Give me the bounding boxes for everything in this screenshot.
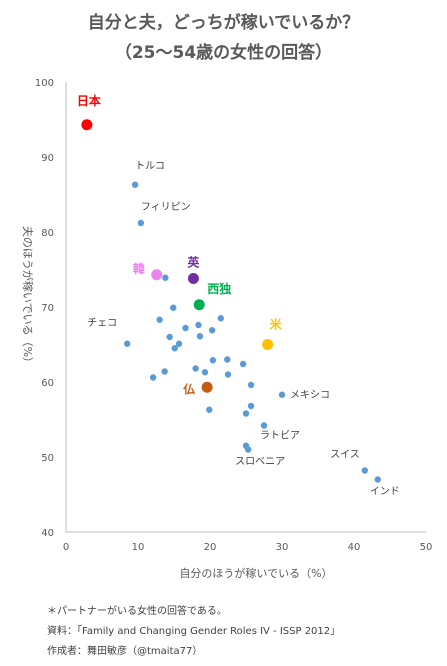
point-仏 [201, 381, 213, 393]
point-label: 仏 [183, 382, 195, 396]
y-tick-label: 50 [41, 453, 54, 464]
data-point [209, 357, 217, 364]
x-axis-title: 自分のほうが稼いでいる（%） [179, 566, 332, 580]
y-tick-label: 80 [41, 228, 54, 239]
y-tick-label: 60 [41, 378, 54, 389]
point-インド [374, 476, 381, 483]
x-tick-label: 10 [132, 542, 145, 553]
data-point [166, 333, 173, 341]
point-米 [262, 339, 274, 350]
point-ラトビア [260, 422, 268, 429]
data-point [224, 371, 232, 378]
point-label: 英 [187, 255, 200, 270]
point-label: ラトビア [260, 430, 300, 442]
point-label: スロベニア [235, 456, 285, 468]
point-日本 [81, 119, 93, 131]
point-西独 [193, 299, 205, 311]
footnotes: ＊パートナーがいる女性の回答である。 資料：「Family and Changi… [47, 602, 340, 662]
data-point [242, 442, 250, 449]
point-label: インド [370, 487, 400, 498]
x-tick-label: 20 [204, 542, 217, 553]
data-point [196, 333, 204, 340]
data-point [208, 327, 216, 334]
point-メキシコ [278, 391, 286, 398]
x-tick-label: 0 [63, 542, 69, 553]
chart-title: 自分と夫，どっちが稼いでいるか？ [87, 13, 360, 33]
y-tick-labels: 40 50 60 70 80 90 100 [35, 78, 54, 539]
x-tick-label: 50 [420, 542, 433, 553]
data-point [247, 402, 255, 410]
point-韓 [151, 269, 163, 281]
point-label: 米 [270, 317, 283, 332]
point-label: フィリピン [141, 201, 191, 213]
data-points [81, 119, 381, 483]
point-label: メキシコ [290, 390, 330, 401]
point-フィリピン [137, 219, 145, 227]
data-point [149, 374, 157, 381]
y-tick-label: 90 [41, 153, 54, 164]
y-axis-title: 夫のほうが稼いでいる（%） [21, 226, 35, 368]
point-スイス [361, 467, 368, 474]
footnote-partner: ＊パートナーがいる女性の回答である。 [47, 606, 227, 617]
data-point [242, 410, 250, 417]
y-tick-label: 40 [41, 528, 54, 539]
footnote-source: 資料：「Family and Changing Gender Roles IV … [47, 626, 341, 637]
data-point [156, 316, 163, 323]
y-tick-label: 100 [35, 78, 54, 89]
data-point [224, 356, 231, 363]
data-point [217, 315, 224, 322]
point-チェコ [124, 340, 131, 347]
data-point [206, 406, 213, 413]
data-point [195, 321, 202, 329]
x-tick-label: 40 [348, 542, 361, 553]
data-point [192, 365, 199, 372]
data-point [171, 345, 178, 352]
x-tick-label: 30 [276, 542, 289, 553]
point-label: チェコ [87, 317, 117, 329]
data-point [201, 369, 209, 376]
data-point [247, 381, 255, 389]
chart-subtitle: （25～54歳の女性の回答） [114, 43, 333, 63]
point-label: 日本 [77, 93, 101, 108]
y-tick-label: 70 [41, 303, 54, 314]
point-label: スイス [330, 450, 360, 461]
point-英 [187, 273, 199, 284]
data-point [239, 360, 247, 368]
data-point [175, 340, 183, 347]
point-label: トルコ [135, 161, 165, 172]
data-point [161, 368, 168, 375]
data-point [162, 274, 169, 281]
point-label: 西独 [207, 281, 231, 296]
data-point [170, 304, 177, 311]
x-tick-labels: 0 10 20 30 40 50 [63, 542, 433, 553]
data-point [182, 324, 189, 332]
footnote-author: 作成者：舞田敏彦（@tmaita77） [47, 646, 203, 657]
point-トルコ [131, 181, 139, 188]
point-label: 韓 [133, 261, 145, 276]
